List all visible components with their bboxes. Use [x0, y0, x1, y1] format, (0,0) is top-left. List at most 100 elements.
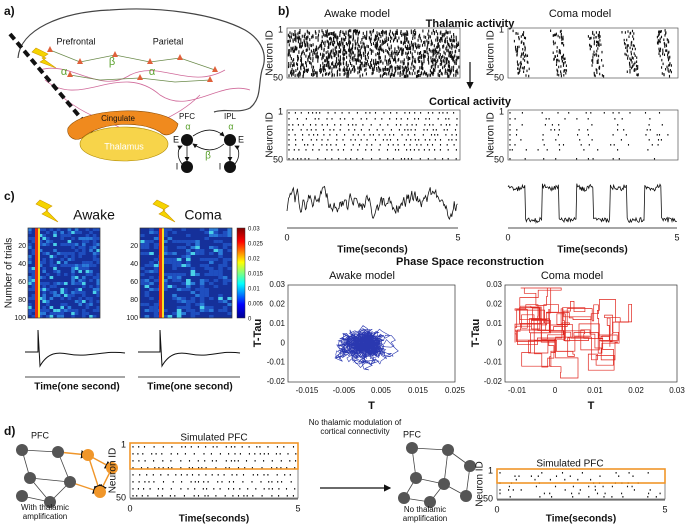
- heatmap-cell: [89, 246, 93, 249]
- heatmap-cell: [60, 258, 64, 261]
- coupling-label: β: [205, 151, 211, 162]
- heatmap-cell: [204, 306, 209, 309]
- heatmap-cell: [28, 309, 32, 312]
- heatmap-cell: [82, 315, 86, 318]
- x-tick-label: -0.015: [296, 386, 319, 395]
- heatmap-cell: [67, 264, 72, 267]
- heatmap-cell: [60, 303, 64, 306]
- heatmap-cell: [96, 237, 100, 240]
- network-node: [442, 444, 454, 456]
- colorbar-tick-label: 0: [248, 317, 252, 323]
- heatmap-cell: [176, 276, 182, 279]
- heatmap-cell: [82, 252, 86, 255]
- heatmap-cell: [49, 297, 54, 300]
- heatmap-cell: [60, 297, 64, 300]
- y-tick-label: 0: [498, 338, 503, 347]
- panel-label: b): [278, 4, 289, 18]
- heatmap-cell: [78, 255, 82, 258]
- heatmap-cell: [28, 246, 32, 249]
- heatmap-cell: [167, 285, 173, 288]
- heatmap-cell: [222, 234, 228, 237]
- heatmap-cell: [74, 309, 79, 312]
- x-tick-label: 0: [494, 504, 499, 514]
- heatmap-cell: [144, 243, 150, 246]
- heatmap-cell: [56, 273, 61, 276]
- heatmap-cell: [82, 285, 86, 288]
- heatmap-cell: [31, 285, 36, 288]
- heatmap-cell: [71, 267, 75, 270]
- heatmap-cell: [42, 309, 46, 312]
- heatmap-cell: [199, 258, 205, 261]
- heatmap-cell: [82, 309, 86, 312]
- heatmap-cell: [204, 264, 209, 267]
- heatmap-cell: [64, 288, 68, 291]
- heatmap-cell: [31, 279, 36, 282]
- heatmap-cell: [38, 261, 43, 264]
- column-title: Coma model: [549, 8, 611, 20]
- network-node: [424, 496, 436, 508]
- heatmap-cell: [92, 291, 97, 294]
- cingulate: [67, 110, 179, 140]
- stimulus-response: [38, 228, 40, 318]
- brain-outline: [17, 8, 265, 113]
- heatmap-cell: [176, 258, 182, 261]
- heatmap-cell: [42, 252, 46, 255]
- heatmap-cell: [28, 267, 32, 270]
- y-tick-label: 60: [18, 279, 26, 286]
- heatmap-cell: [28, 282, 32, 285]
- heatmap-cell: [64, 255, 68, 258]
- heatmap-cell: [42, 258, 46, 261]
- heatmap-cell: [96, 276, 100, 279]
- heatmap-cell: [149, 309, 154, 312]
- cortex-connections: [39, 67, 251, 129]
- heatmap-cell: [163, 288, 168, 291]
- neuron: [207, 76, 213, 82]
- y-tick-label: 40: [130, 261, 138, 268]
- heatmap-cell: [227, 231, 232, 234]
- y-tick-label: 100: [126, 315, 138, 322]
- y-axis-label: Neuron ID: [486, 30, 497, 76]
- heatmap-cell: [176, 246, 182, 249]
- network-node: [406, 442, 418, 454]
- coupling-label: α: [228, 121, 233, 131]
- heatmap-cell: [209, 306, 214, 309]
- heatmap-cell: [89, 300, 93, 303]
- network-node: [460, 490, 472, 502]
- heatmap-cell: [199, 297, 205, 300]
- heatmap-cell: [190, 240, 196, 243]
- heatmap-cell: [149, 228, 154, 231]
- heatmap-cell: [167, 261, 173, 264]
- heatmap-cell: [89, 303, 93, 306]
- heatmap-cell: [195, 252, 200, 255]
- heatmap-cell: [218, 264, 223, 267]
- heatmap-cell: [144, 246, 150, 249]
- heatmap-cell: [64, 294, 68, 297]
- heatmap-cell: [28, 270, 32, 273]
- heatmap-cell: [31, 282, 36, 285]
- heatmap-cell: [31, 315, 36, 318]
- heatmap-cell: [74, 264, 79, 267]
- heatmap-cell: [71, 231, 75, 234]
- y-axis-label: Neuron ID: [108, 448, 119, 494]
- heatmap-cell: [71, 264, 75, 267]
- heatmap-cell: [167, 228, 173, 231]
- heatmap-cell: [172, 285, 177, 288]
- y-tick-label: 1: [121, 439, 126, 449]
- heatmap-cell: [172, 273, 177, 276]
- heatmap-cell: [172, 294, 177, 297]
- heatmap-cell: [46, 237, 50, 240]
- heatmap-cell: [213, 273, 219, 276]
- heatmap-cell: [144, 252, 150, 255]
- heatmap-cell: [186, 309, 191, 312]
- heatmap-cell: [204, 258, 209, 261]
- heatmap-cell: [195, 249, 200, 252]
- heatmap-cell: [82, 264, 86, 267]
- heatmap-cell: [71, 276, 75, 279]
- heatmap-cell: [78, 279, 82, 282]
- heatmap-cell: [82, 240, 86, 243]
- heatmap-cell: [163, 234, 168, 237]
- heatmap-cell: [227, 312, 232, 315]
- y-tick-label: 60: [130, 279, 138, 286]
- heatmap-cell: [227, 249, 232, 252]
- heatmap-cell: [181, 312, 186, 315]
